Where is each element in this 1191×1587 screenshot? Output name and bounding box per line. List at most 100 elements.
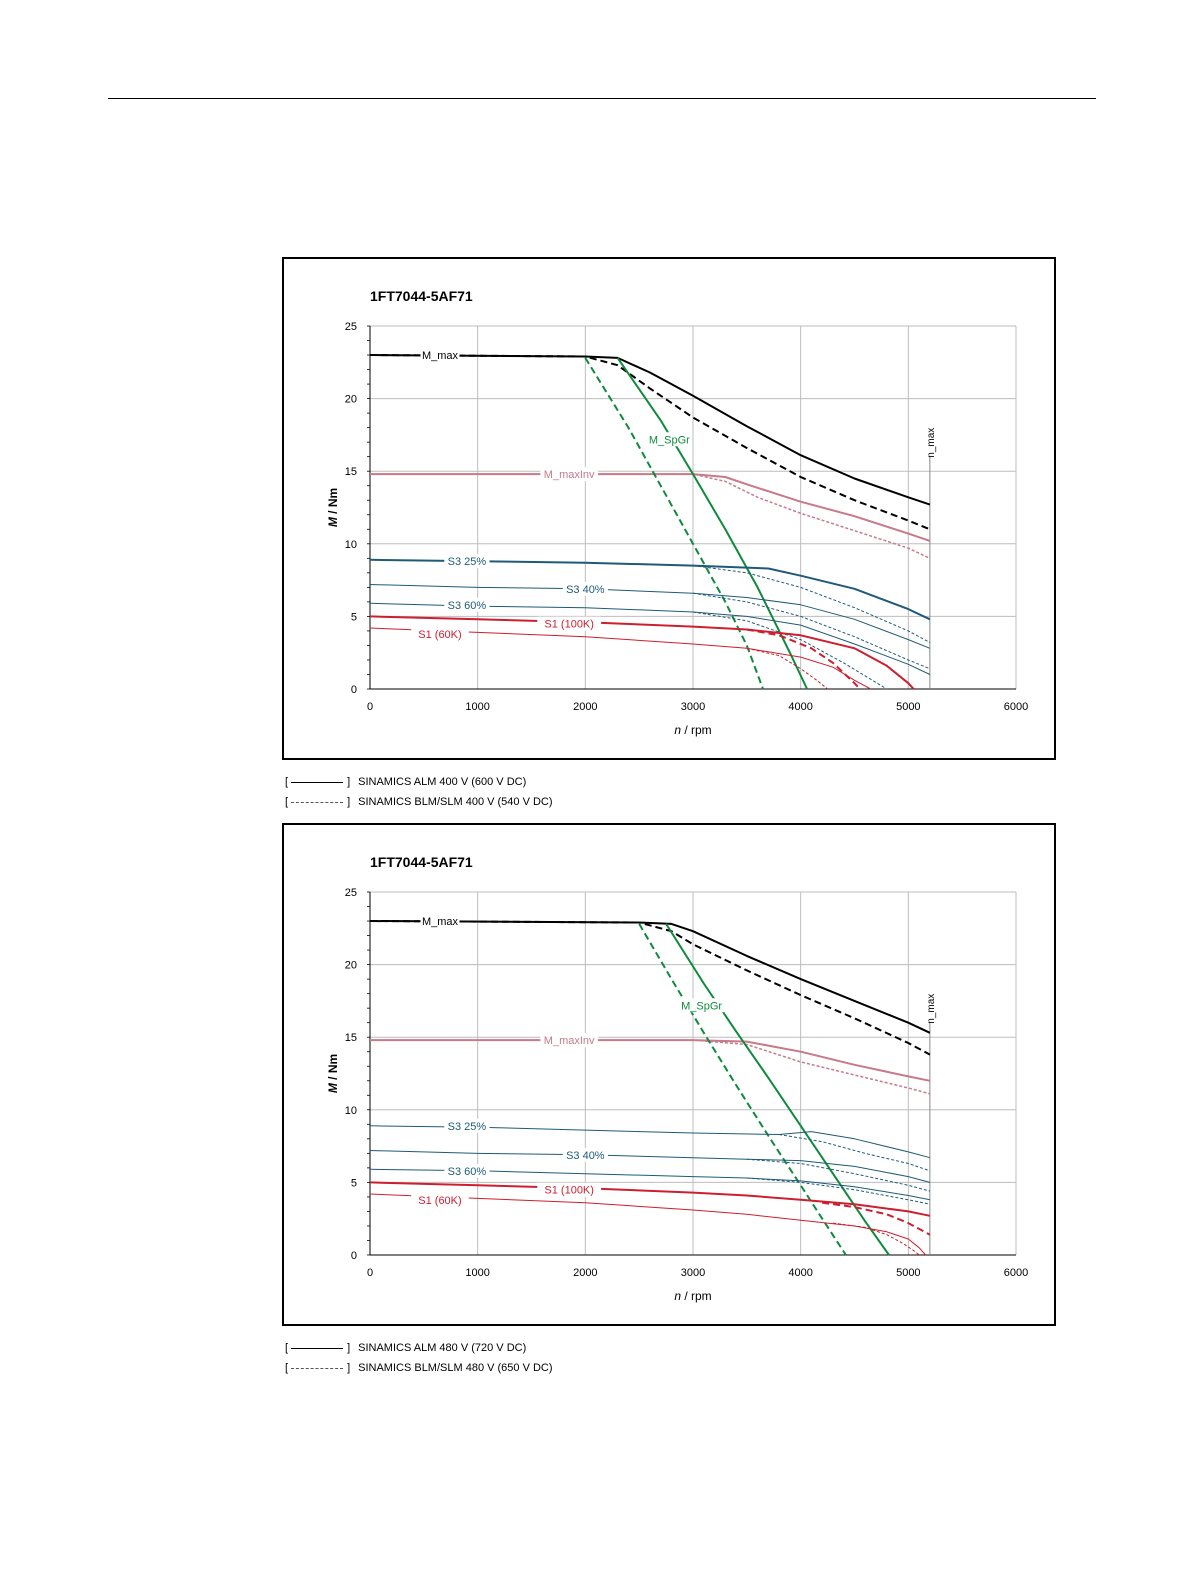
series-line — [369, 354, 931, 506]
curve-label-bg — [444, 554, 490, 569]
series-line — [584, 357, 764, 690]
y-tick-label: 5 — [351, 611, 357, 623]
curve-label: S1 (100K) — [544, 1185, 594, 1197]
chart-1-svg: 1FT7044-5AF71 0 1000 2000 3000 4000 5000 6000 0 5… — [326, 288, 1028, 737]
legend-bracket-close: ] — [347, 776, 351, 788]
legend-bracket-close: ] — [347, 796, 351, 808]
nmax-label: n_max — [926, 428, 937, 458]
curve-label: S3 25% — [448, 1121, 487, 1133]
y-axis-label-unit: / Nm — [326, 1054, 340, 1083]
series-line — [369, 1125, 931, 1159]
x-tick-label: 5000 — [896, 701, 920, 713]
series-line — [369, 615, 915, 690]
legend-bracket-close: ] — [347, 1362, 351, 1374]
y-axis-label: M / Nm — [326, 1054, 340, 1093]
series-line — [692, 565, 931, 643]
legend-text: SINAMICS ALM 480 V (720 V DC) — [358, 1342, 527, 1354]
chart-title: 1FT7044-5AF71 — [370, 854, 473, 870]
legend-line-swatch — [291, 1367, 344, 1369]
curve-label-bg — [679, 998, 725, 1013]
series-line — [746, 628, 861, 690]
x-axis-label: n / rpm — [674, 723, 711, 737]
legend-bracket-open: [ — [285, 796, 289, 808]
series-line — [370, 1039, 931, 1082]
series-line — [692, 611, 888, 690]
y-tick-label: 10 — [345, 539, 357, 551]
curve-label: M_max — [422, 916, 459, 928]
legend-line-swatch — [291, 781, 344, 783]
y-tick-label: 10 — [345, 1105, 357, 1117]
curve-label: M_SpGr — [681, 1000, 722, 1012]
curve-label: S1 (100K) — [544, 619, 594, 631]
curve-label-bg — [444, 1118, 490, 1133]
legend-bracket-close: ] — [347, 1342, 351, 1354]
x-tick-label: 6000 — [1004, 1267, 1028, 1279]
x-tick-label: 3000 — [681, 1267, 705, 1279]
y-axis-label-unit: / Nm — [326, 488, 340, 517]
series-line — [369, 920, 931, 1056]
series-line — [370, 473, 931, 559]
curve-label: S3 25% — [448, 556, 487, 568]
series-line — [369, 1181, 931, 1217]
chart-title: 1FT7044-5AF71 — [370, 288, 473, 304]
x-tick-label: 3000 — [681, 701, 705, 713]
series-line — [369, 558, 931, 621]
x-tick-label: 0 — [367, 1267, 373, 1279]
legend-entry: [] SINAMICS BLM/SLM 480 V (650 V DC) — [285, 1358, 553, 1378]
curve-label-bg — [537, 616, 602, 631]
curve-label: S3 60% — [448, 1166, 487, 1178]
series-line — [638, 923, 847, 1256]
curve-label-bg — [444, 597, 490, 612]
curve-label-bg — [646, 432, 692, 447]
x-tick-label: 4000 — [788, 701, 812, 713]
curve-label: M_max — [422, 350, 459, 362]
curve-label-bg — [420, 348, 460, 363]
series-line — [369, 602, 931, 675]
y-axis-label: M / Nm — [326, 488, 340, 527]
y-tick-label: 5 — [351, 1177, 357, 1189]
x-tick-label: 6000 — [1004, 701, 1028, 713]
x-axis-label-unit: / rpm — [681, 1289, 712, 1303]
curve-label: S1 (60K) — [418, 629, 461, 641]
series-line — [692, 592, 931, 670]
series-line — [370, 473, 931, 542]
x-axis-label-symbol: n — [674, 1289, 681, 1303]
series-line — [746, 647, 828, 690]
legend-text: SINAMICS BLM/SLM 480 V (650 V DC) — [358, 1362, 553, 1374]
series-line — [369, 1193, 926, 1256]
series-line — [746, 1177, 930, 1205]
header-rule — [108, 98, 1096, 99]
legend-bracket-open: [ — [285, 1342, 289, 1354]
curve-label: M_maxInv — [544, 1035, 595, 1047]
series-line — [369, 584, 931, 649]
chart-1-legend: [] SINAMICS ALM 400 V (600 V DC) [] SINAMIC… — [285, 772, 553, 812]
series-line — [369, 1150, 931, 1183]
curve-label-bg — [411, 1192, 469, 1207]
legend-text: SINAMICS BLM/SLM 400 V (540 V DC) — [358, 796, 553, 808]
chart-2-legend: [] SINAMICS ALM 480 V (720 V DC) [] SINAMIC… — [285, 1338, 553, 1378]
y-tick-label: 25 — [345, 887, 357, 899]
x-axis-label-symbol: n — [674, 723, 681, 737]
curve-label: M_maxInv — [544, 469, 595, 481]
legend-entry: [] SINAMICS ALM 400 V (600 V DC) — [285, 772, 553, 792]
nmax-label: n_max — [926, 994, 937, 1024]
y-tick-label: 0 — [351, 1250, 357, 1262]
y-tick-label: 20 — [345, 394, 357, 406]
curve-label: S3 40% — [566, 1150, 605, 1162]
chart-2-frame: 1FT7044-5AF71 0 1000 2000 3000 4000 5000 6000 0 5… — [282, 823, 1056, 1326]
series-line — [369, 354, 931, 531]
curve-label-bg — [562, 1147, 608, 1162]
x-tick-label: 2000 — [573, 701, 597, 713]
series-line — [369, 627, 871, 690]
curve-label: S1 (60K) — [418, 1195, 461, 1207]
curve-label-bg — [540, 1033, 598, 1048]
legend-text: SINAMICS ALM 400 V (600 V DC) — [358, 776, 527, 788]
series-line — [616, 357, 809, 690]
series-line — [746, 1158, 931, 1192]
x-tick-label: 4000 — [788, 1267, 812, 1279]
x-tick-label: 2000 — [573, 1267, 597, 1279]
curve-label: S3 40% — [566, 584, 605, 596]
curve-label-bg — [444, 1163, 490, 1178]
legend-bracket-open: [ — [285, 776, 289, 788]
series-line — [370, 1039, 931, 1095]
